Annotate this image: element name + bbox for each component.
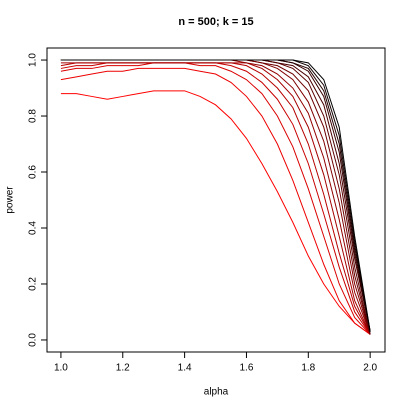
chart-title: n = 500; k = 15: [178, 16, 253, 28]
x-tick-label: 2.0: [363, 363, 377, 374]
series-line: [60, 62, 371, 335]
series-line: [60, 59, 371, 335]
series-line: [60, 59, 371, 332]
series-line: [60, 90, 371, 335]
x-axis-label: alpha: [204, 387, 229, 398]
x-tick-label: 1.0: [54, 363, 68, 374]
y-tick-label: 0.2: [28, 277, 39, 291]
y-tick-label: 0.8: [28, 109, 39, 123]
x-tick-label: 1.6: [240, 363, 254, 374]
y-tick-label: 0.0: [28, 333, 39, 347]
y-tick-label: 1.0: [28, 53, 39, 67]
y-tick-label: 0.6: [28, 165, 39, 179]
series-line: [60, 62, 371, 335]
y-tick-label: 0.4: [28, 221, 39, 235]
x-tick-label: 1.8: [301, 363, 315, 374]
series-line: [60, 62, 371, 335]
series-line: [60, 62, 371, 335]
y-axis-label: power: [5, 186, 16, 214]
x-tick-label: 1.4: [178, 363, 192, 374]
series-line: [60, 67, 371, 335]
series-line: [60, 59, 371, 335]
x-tick-label: 1.2: [116, 363, 130, 374]
series-line: [60, 59, 371, 335]
plot-frame: [46, 47, 386, 353]
series-line: [60, 59, 371, 335]
